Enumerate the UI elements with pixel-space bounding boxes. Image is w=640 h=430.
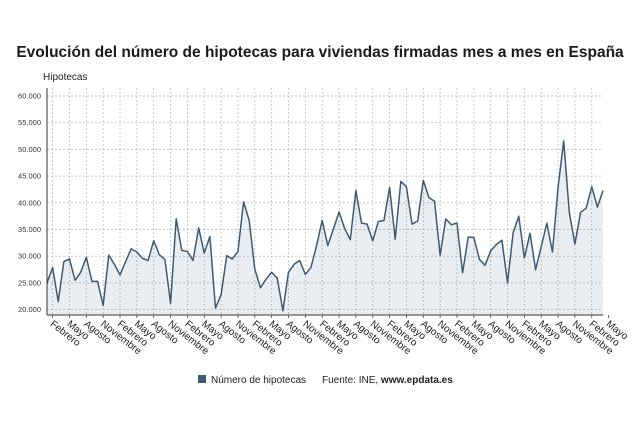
gridlines [47, 88, 603, 315]
y-tick-label: 30.000 [18, 252, 41, 261]
legend: Número de hipotecas Fuente: INE, www.epd… [198, 375, 453, 386]
y-tick-label: 25.000 [18, 278, 41, 287]
chart-title: Evolución del número de hipotecas para v… [16, 44, 624, 61]
x-tick-labels: FebreroMayoAgostoNoviembreFebreroMayoAgo… [48, 319, 630, 358]
series-line-path [46, 140, 604, 312]
legend-series-label: Número de hipotecas [211, 375, 306, 386]
series-area [47, 140, 603, 315]
y-tick-label: 35.000 [18, 225, 41, 234]
legend-source-prefix: Fuente: INE, [322, 375, 381, 386]
y-tick-labels: 20.000 25.000 30.000 35.000 40.000 45.000 50.0… [18, 92, 41, 315]
axes [46, 88, 610, 318]
y-tick-label: 20.000 [18, 305, 41, 314]
y-tick-label: 40.000 [18, 198, 41, 207]
series-line [46, 140, 604, 312]
legend-source: Fuente: INE, www.epdata.es [322, 375, 453, 386]
y-tick-label: 60.000 [18, 92, 41, 101]
legend-swatch [198, 375, 206, 383]
y-axis-title: Hipotecas [43, 72, 87, 83]
y-tick-label: 50.000 [18, 145, 41, 154]
legend-source-link: www.epdata.es [380, 375, 453, 386]
series-area-fill [47, 140, 603, 315]
y-tick-label: 45.000 [18, 172, 41, 181]
y-tick-label: 55.000 [18, 118, 41, 127]
